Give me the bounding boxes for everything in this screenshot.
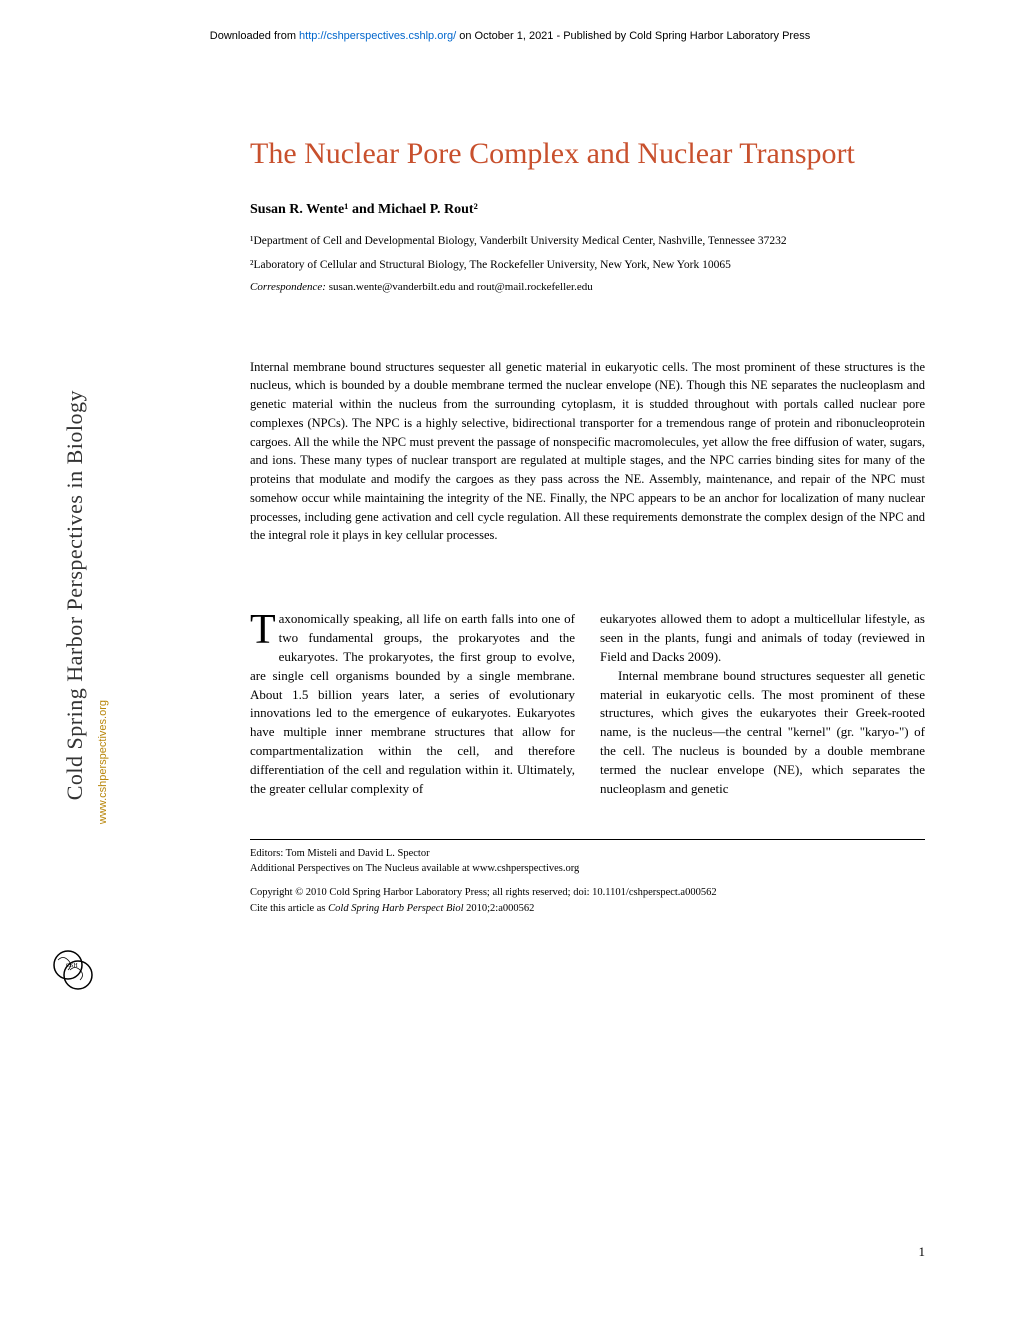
banner-link[interactable]: http://cshperspectives.cshlp.org/ [299,30,456,42]
authors: Susan R. Wente¹ and Michael P. Rout² [250,202,925,218]
footer-citation: Cite this article as Cold Spring Harb Pe… [250,901,925,917]
column-left: Taxonomically speaking, all life on eart… [250,610,575,798]
sidebar-journal-name: Cold Spring Harbor Perspectives in Biolo… [62,390,88,800]
banner-suffix: on October 1, 2021 - Published by Cold S… [456,30,810,42]
body-text: Taxonomically speaking, all life on eart… [250,610,925,798]
footer-editors: Editors: Tom Misteli and David L. Specto… [250,846,925,862]
article-title: The Nuclear Pore Complex and Nuclear Tra… [250,137,925,172]
correspondence-label: Correspondence: [250,281,329,293]
body-paragraph-1: Taxonomically speaking, all life on eart… [250,610,575,798]
correspondence-emails: susan.wente@vanderbilt.edu and rout@mail… [329,281,593,293]
affiliation-1: ¹Department of Cell and Developmental Bi… [250,233,925,249]
dropcap: T [250,610,279,649]
page-number: 1 [919,1244,926,1260]
correspondence: Correspondence: susan.wente@vanderbilt.e… [250,281,925,293]
main-content: The Nuclear Pore Complex and Nuclear Tra… [250,52,925,917]
csh-logo-icon: CSH [48,945,98,995]
sidebar-url: www.cshperspectives.org [97,700,109,824]
body-p1-text: axonomically speaking, all life on earth… [250,611,575,796]
cite-suffix: 2010;2:a000562 [463,903,534,914]
footer: Editors: Tom Misteli and David L. Specto… [250,839,925,917]
banner-prefix: Downloaded from [210,30,299,42]
sidebar: Cold Spring Harbor Perspectives in Biolo… [55,390,95,990]
footer-additional: Additional Perspectives on The Nucleus a… [250,861,925,877]
body-paragraph-3: Internal membrane bound structures seque… [600,667,925,799]
cite-prefix: Cite this article as [250,903,328,914]
body-paragraph-2: eukaryotes allowed them to adopt a multi… [600,610,925,667]
footer-copyright: Copyright © 2010 Cold Spring Harbor Labo… [250,885,925,901]
svg-text:CSH: CSH [66,963,78,969]
cite-journal: Cold Spring Harb Perspect Biol [328,903,463,914]
affiliation-2: ²Laboratory of Cellular and Structural B… [250,257,925,273]
column-right: eukaryotes allowed them to adopt a multi… [600,610,925,798]
abstract: Internal membrane bound structures seque… [250,358,925,546]
download-banner: Downloaded from http://cshperspectives.c… [0,0,1020,52]
